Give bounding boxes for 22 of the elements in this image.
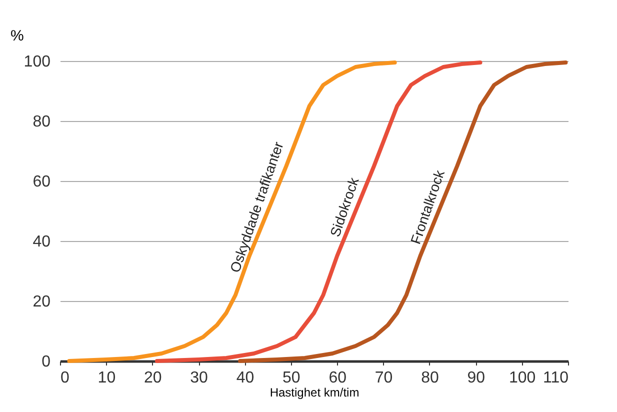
y-tick-label: 40 (32, 234, 51, 250)
x-tick-label: 100 (508, 370, 536, 386)
x-tick-label: 110 (542, 370, 569, 386)
x-tick-label: 60 (328, 370, 347, 386)
y-tick-label: 100 (24, 54, 51, 70)
line-series (67, 60, 397, 363)
x-tick-label: 10 (98, 370, 116, 386)
line-series (154, 60, 482, 363)
y-tick-label: 0 (42, 354, 51, 370)
x-tick-label: 40 (236, 370, 254, 386)
x-tick-label: 80 (421, 370, 439, 386)
y-axis-title: % (10, 28, 24, 44)
y-tick-label: 20 (32, 294, 51, 310)
y-tick-label: 80 (32, 114, 51, 130)
x-axis-title: Hastighet km/tim (270, 386, 360, 400)
x-tick-label: 70 (374, 370, 393, 386)
x-tick-label: 20 (144, 370, 162, 386)
x-tick-label: 30 (190, 370, 208, 386)
x-tick-label: 90 (467, 370, 486, 386)
x-tick-label: 50 (282, 370, 300, 386)
y-tick-label: 60 (32, 174, 51, 190)
x-tick-label: 0 (60, 370, 70, 386)
